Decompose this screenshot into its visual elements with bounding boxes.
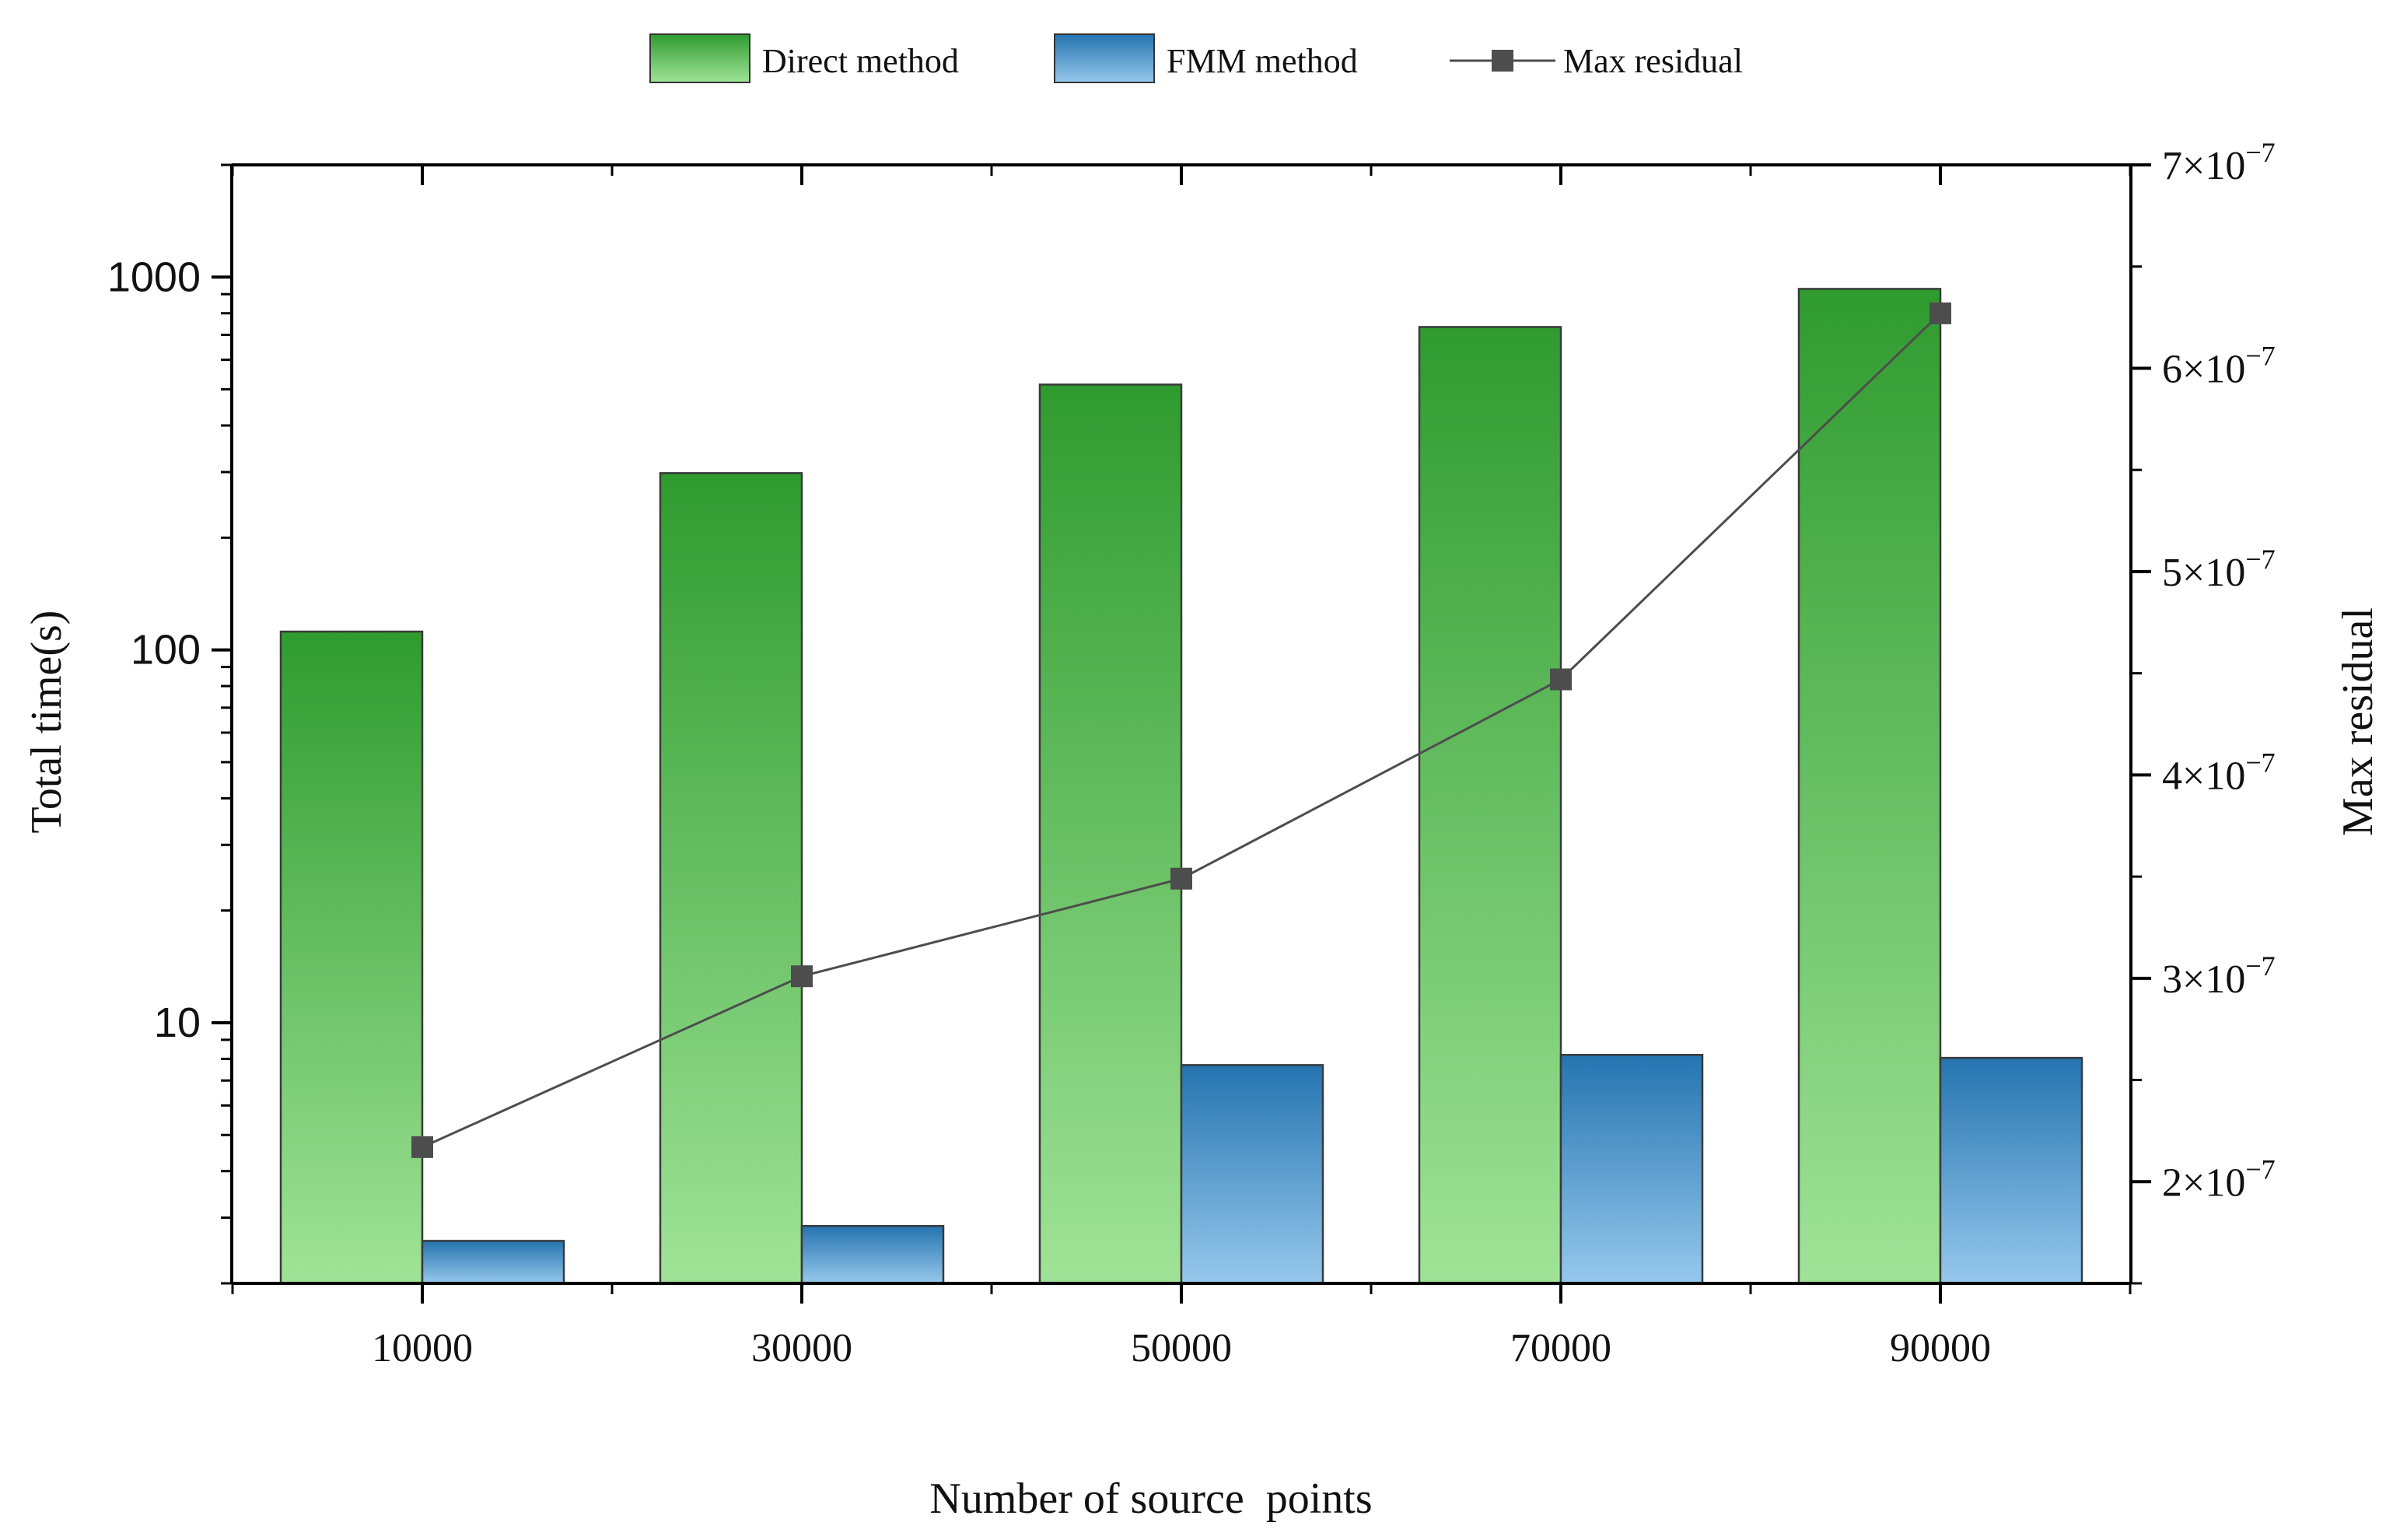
y-axis-title: Total time(s): [23, 611, 71, 834]
bar-direct-30000: [659, 472, 803, 1285]
y2-tick-label-6: 6×10−7: [2162, 340, 2276, 391]
residual-point-30000: [791, 965, 813, 988]
x-tick-label-90000: 90000: [1890, 1326, 1991, 1370]
y-tick-label-100: 100: [131, 627, 201, 674]
bar-fmm-90000: [1939, 1056, 2083, 1285]
bar-fmm-50000: [1180, 1064, 1324, 1285]
legend-swatch-fmm: [1054, 33, 1155, 83]
y2-tick-label-5: 5×10−7: [2162, 544, 2276, 595]
legend-swatch-direct: [649, 33, 750, 83]
bar-direct-10000: [279, 630, 424, 1285]
bar-fmm-30000: [800, 1225, 945, 1285]
x-axis-title: Number of source points: [929, 1475, 1372, 1523]
y-tick-label-1000: 1000: [107, 254, 201, 300]
bar-fmm-70000: [1559, 1054, 1704, 1285]
legend-label-residual: Max residual: [1563, 42, 1743, 80]
x-tick-label-30000: 30000: [751, 1326, 852, 1370]
x-tick-label-10000: 10000: [372, 1326, 473, 1370]
plot-area: 10000 30000 50000 70000 90000 10 100 1000 2×10−7…: [107, 137, 2276, 1370]
y2-tick-label-2: 2×10−7: [2162, 1153, 2276, 1205]
y2-tick-label-3: 3×10−7: [2162, 950, 2276, 1002]
y-tick-label-10: 10: [154, 999, 201, 1046]
y2-tick-label-7: 7×10−7: [2162, 137, 2276, 188]
bar-fmm-10000: [421, 1240, 565, 1285]
legend-marker-residual: [1492, 50, 1513, 72]
residual-point-50000: [1170, 867, 1192, 890]
legend: Direct method FMM method Max residual: [649, 33, 1743, 83]
legend-label-fmm: FMM method: [1167, 42, 1358, 80]
bar-direct-50000: [1038, 383, 1183, 1285]
y2-axis-title: Max residual: [2334, 607, 2382, 836]
residual-point-10000: [411, 1136, 433, 1158]
residual-point-90000: [1929, 302, 1951, 324]
residual-point-70000: [1550, 668, 1572, 691]
legend-label-direct: Direct method: [762, 42, 959, 80]
bar-direct-90000: [1797, 288, 1942, 1285]
x-tick-label-50000: 50000: [1131, 1326, 1232, 1370]
y2-tick-label-4: 4×10−7: [2162, 747, 2276, 798]
bar-direct-70000: [1418, 326, 1562, 1285]
x-tick-label-70000: 70000: [1510, 1326, 1611, 1370]
